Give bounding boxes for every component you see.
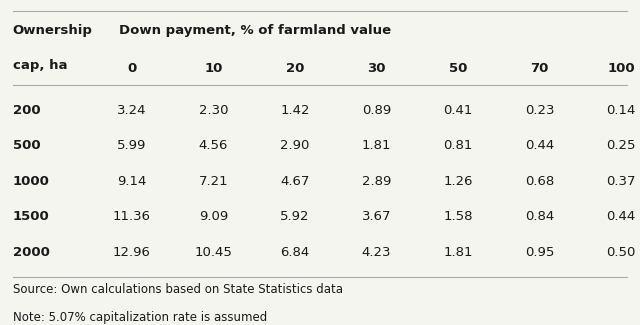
Text: Note: 5.07% capitalization rate is assumed: Note: 5.07% capitalization rate is assum… xyxy=(13,311,267,324)
Text: Source: Own calculations based on State Statistics data: Source: Own calculations based on State … xyxy=(13,283,342,296)
Text: Down payment, % of farmland value: Down payment, % of farmland value xyxy=(119,24,392,37)
Text: cap, ha: cap, ha xyxy=(13,59,67,72)
Text: 10: 10 xyxy=(204,62,223,75)
Text: 70: 70 xyxy=(531,62,548,75)
Text: 500: 500 xyxy=(13,139,40,152)
Text: 0.23: 0.23 xyxy=(525,104,554,117)
Text: 0.84: 0.84 xyxy=(525,210,554,223)
Text: Ownership: Ownership xyxy=(13,24,93,37)
Text: 9.09: 9.09 xyxy=(199,210,228,223)
Text: 12.96: 12.96 xyxy=(113,246,151,259)
Text: 1.81: 1.81 xyxy=(362,139,391,152)
Text: 1.42: 1.42 xyxy=(280,104,310,117)
Text: 0.95: 0.95 xyxy=(525,246,554,259)
Text: 2000: 2000 xyxy=(13,246,49,259)
Text: 9.14: 9.14 xyxy=(117,175,147,188)
Text: 5.92: 5.92 xyxy=(280,210,310,223)
Text: 5.99: 5.99 xyxy=(117,139,147,152)
Text: 0.68: 0.68 xyxy=(525,175,554,188)
Text: 0.44: 0.44 xyxy=(525,139,554,152)
Text: 0.37: 0.37 xyxy=(606,175,636,188)
Text: 2.30: 2.30 xyxy=(198,104,228,117)
Text: 30: 30 xyxy=(367,62,386,75)
Text: 20: 20 xyxy=(285,62,304,75)
Text: 0.14: 0.14 xyxy=(606,104,636,117)
Text: 0.44: 0.44 xyxy=(607,210,636,223)
Text: 0.81: 0.81 xyxy=(444,139,473,152)
Text: 4.56: 4.56 xyxy=(198,139,228,152)
Text: 1000: 1000 xyxy=(13,175,49,188)
Text: 1500: 1500 xyxy=(13,210,49,223)
Text: 0.41: 0.41 xyxy=(444,104,473,117)
Text: 0.50: 0.50 xyxy=(606,246,636,259)
Text: 2.90: 2.90 xyxy=(280,139,310,152)
Text: 100: 100 xyxy=(607,62,635,75)
Text: 1.26: 1.26 xyxy=(444,175,473,188)
Text: 6.84: 6.84 xyxy=(280,246,310,259)
Text: 4.67: 4.67 xyxy=(280,175,310,188)
Text: 1.58: 1.58 xyxy=(444,210,473,223)
Text: 1.81: 1.81 xyxy=(444,246,473,259)
Text: 11.36: 11.36 xyxy=(113,210,151,223)
Text: 200: 200 xyxy=(13,104,40,117)
Text: 7.21: 7.21 xyxy=(198,175,228,188)
Text: 3.24: 3.24 xyxy=(117,104,147,117)
Text: 50: 50 xyxy=(449,62,467,75)
Text: 0.25: 0.25 xyxy=(606,139,636,152)
Text: 0.89: 0.89 xyxy=(362,104,391,117)
Text: 2.89: 2.89 xyxy=(362,175,391,188)
Text: 10.45: 10.45 xyxy=(195,246,232,259)
Text: 3.67: 3.67 xyxy=(362,210,391,223)
Text: 4.23: 4.23 xyxy=(362,246,391,259)
Text: 0: 0 xyxy=(127,62,136,75)
